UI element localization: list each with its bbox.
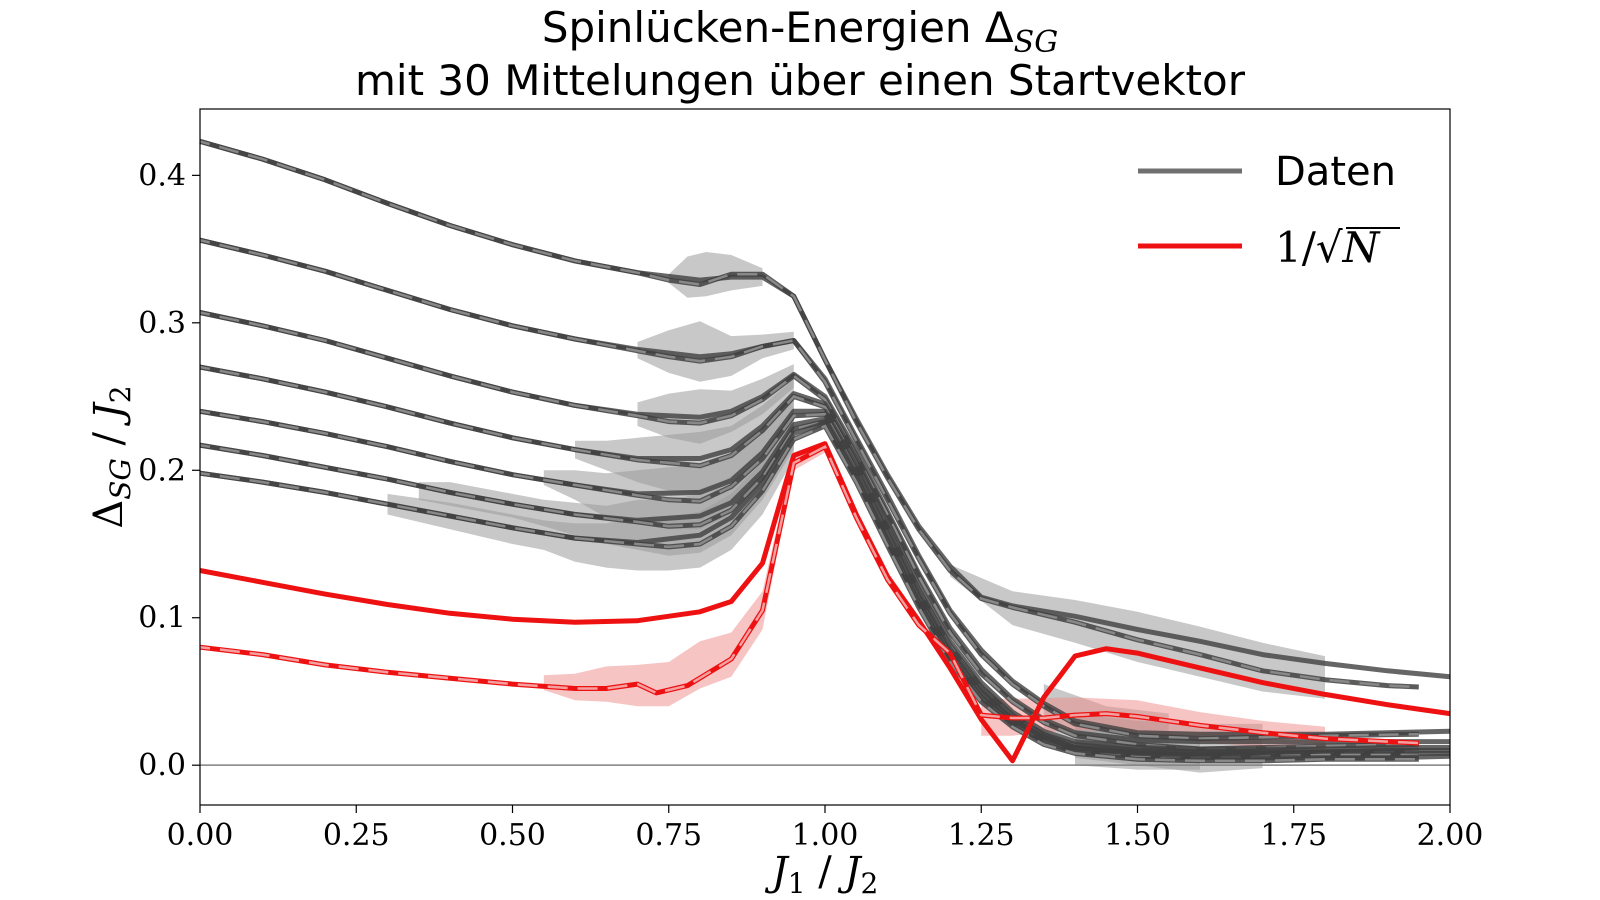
x-tick-label: 1.50 [1104,818,1171,853]
series-4-dash-overlay [199,410,1419,758]
y-label-sub: SG [104,458,137,500]
x-ticks: 0.00 0.25 0.50 0.75 1.00 1.25 1.50 1.75 2.00 [167,805,1484,853]
y-label-sub2: 2 [104,385,137,403]
series-5-line [199,416,1450,756]
series-7-band-0 [543,440,825,707]
plot-frame [199,108,1451,806]
x-label-sub2: 2 [861,867,879,900]
chart-title-line2: mit 30 Mittelungen über einen Startvekto… [355,56,1246,105]
x-axis-label: J1 / J2 [765,849,879,900]
series-2-dash-overlay [199,311,1419,751]
legend-label-var: N [1342,223,1381,272]
y-axis-label: ΔSG / J2 [86,385,137,528]
x-tick-label: 0.75 [635,818,702,853]
legend: Daten 1/√N [1138,149,1400,272]
series-4-dashed-line [199,408,1419,759]
series-lines [199,138,1451,764]
series-1-dash-overlay [199,238,1419,740]
y-ticks: 0.0 0.1 0.2 0.3 0.4 [138,158,200,783]
series-7-dash-overlay [199,444,1419,745]
y-label-main: Δ [86,500,132,529]
series-0-dash-overlay [199,140,1419,689]
x-tick-label: 0.25 [323,818,390,853]
y-tick-label: 0.1 [138,601,186,636]
series-1-band-0 [637,321,794,382]
chart-title-line1: Spinlücken-Energien ΔSG [542,3,1058,60]
x-tick-label: 1.00 [792,818,859,853]
series-6-band-0 [387,417,794,571]
series-7-dashed-line [199,444,1419,746]
x-tick-label: 1.25 [948,818,1015,853]
series-5-dash-overlay [199,420,1419,760]
y-label-sep: / [86,419,132,458]
x-label-sub1: 1 [788,867,806,900]
x-tick-label: 0.50 [479,818,546,853]
legend-label-inv-sqrt-n: 1/√N [1275,223,1381,272]
y-tick-label: 0.0 [138,748,186,783]
chart-title-main: Spinlücken-Energien Δ [542,3,1014,52]
series-6-line [199,420,1451,761]
legend-label-sqrt: √ [1316,223,1343,272]
y-tick-label: 0.4 [138,158,186,193]
x-label-main: J [765,849,790,895]
series-7-line [199,441,1451,764]
legend-label-daten: Daten [1275,149,1396,195]
y-tick-label: 0.3 [138,306,186,341]
x-tick-label: 0.00 [167,818,234,853]
y-tick-label: 0.2 [138,453,186,488]
series-4-line [199,408,1450,755]
legend-label-prefix: 1/ [1275,223,1317,272]
series-5-dashed-line [199,419,1419,761]
x-label-sep: / [806,849,845,895]
chart-title-subscript: SG [1014,25,1059,60]
x-tick-label: 1.75 [1260,818,1327,853]
series-0-band-0 [668,252,763,298]
series-6-dash-overlay [199,424,1419,763]
x-tick-label: 2.00 [1417,818,1484,853]
